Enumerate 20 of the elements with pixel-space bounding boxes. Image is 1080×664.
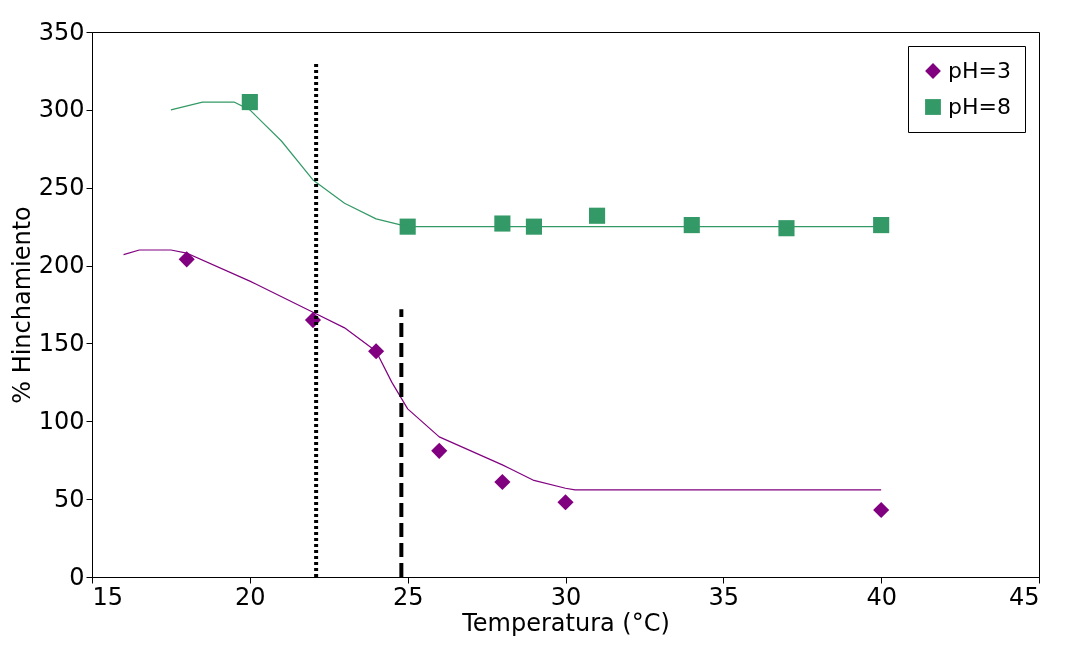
y-tick-label: 200 [38, 251, 85, 280]
x-tick-label: 45 [1008, 582, 1040, 611]
x-tick-label: 15 [92, 582, 124, 611]
x-tick-label: 35 [708, 582, 740, 611]
x-tick-label: 40 [866, 582, 897, 611]
x-tick-label: 25 [392, 582, 424, 611]
x-axis-title: Temperatura (°C) [461, 608, 670, 637]
y-tick-label: 100 [38, 406, 85, 435]
y-tick-label: 300 [38, 95, 85, 124]
y-tick-label: 0 [69, 562, 85, 591]
x-tick-label: 20 [235, 582, 266, 611]
line-series [122, 249, 882, 491]
y-axis-title: % Hinchamiento [7, 206, 36, 404]
y-tick-label: 150 [38, 328, 85, 357]
x-tick-label: 30 [550, 582, 582, 611]
y-tick-label: 50 [53, 484, 85, 513]
y-tick-label: 250 [38, 173, 85, 202]
legend-label: pH=8 [948, 94, 1011, 119]
legend-label: pH=3 [948, 58, 1011, 83]
y-tick-label: 350 [38, 17, 85, 46]
